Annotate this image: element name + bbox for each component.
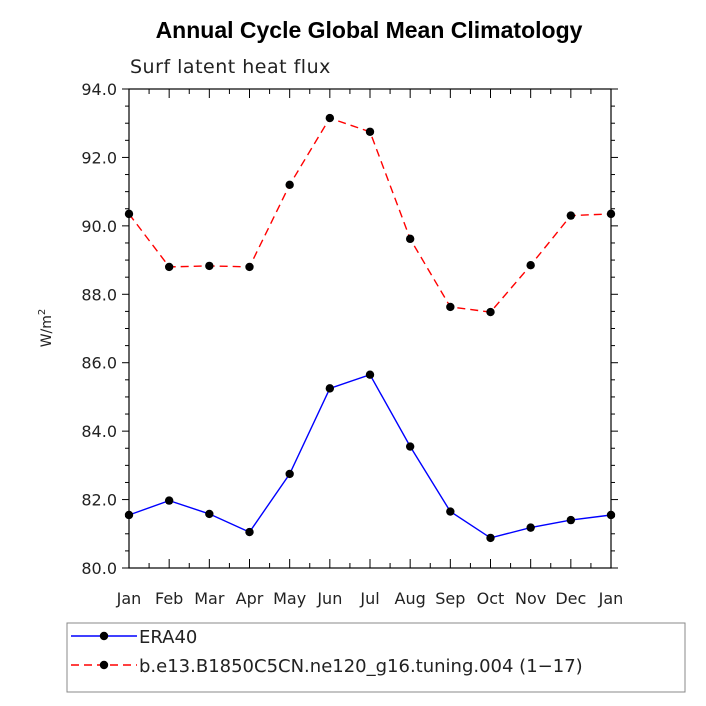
tick-labels: Jan Feb Mar Apr May Jun Jul Aug Sep Oct Nov Dec Jan 8…: [81, 80, 623, 608]
x-tick-label: Mar: [194, 589, 225, 608]
series-point: [446, 507, 455, 516]
series-line: [128, 117, 612, 313]
series-line: [128, 373, 612, 539]
y-tick-label: 86.0: [81, 354, 117, 373]
series-point: [205, 261, 214, 271]
y-axis-label: W/m2: [37, 309, 55, 348]
axis-ticks: [122, 88, 618, 569]
series-point: [405, 442, 415, 451]
legend-marker: [99, 660, 109, 670]
series-point: [164, 262, 174, 272]
series-point: [405, 234, 415, 244]
x-tick-label: Dec: [555, 589, 586, 608]
legend-marker: [99, 631, 109, 641]
y-tick-label: 80.0: [81, 559, 117, 578]
y-tick-label: 84.0: [81, 422, 117, 441]
legend: ERA40 b.e13.B1850C5CN.ne120_g16.tuning.00…: [71, 627, 583, 677]
series-point: [205, 509, 214, 519]
series-point: [486, 307, 495, 317]
plot-frame: [128, 88, 612, 569]
series-point: [285, 180, 294, 189]
y-tick-label: 90.0: [81, 217, 117, 236]
series-point: [365, 370, 375, 379]
x-tick-label: Nov: [515, 589, 546, 608]
series-point: [446, 302, 455, 312]
y-tick-label: 82.0: [81, 491, 117, 510]
x-tick-label: May: [273, 589, 306, 608]
series-point: [325, 384, 335, 393]
chart-subtitle: Surf latent heat flux: [130, 56, 331, 78]
y-axis-label-text: W/m: [39, 315, 55, 347]
series-point: [526, 523, 535, 532]
x-tick-label: Apr: [236, 589, 264, 608]
series-point: [566, 515, 576, 525]
legend-label: ERA40: [139, 627, 197, 648]
y-tick-label: 92.0: [81, 148, 117, 167]
series-point: [124, 209, 134, 219]
svg-text:W/m2: W/m2: [37, 309, 55, 348]
x-tick-label: Oct: [477, 589, 505, 608]
series-point: [285, 469, 294, 479]
series-point: [245, 527, 254, 537]
series-point: [606, 510, 616, 520]
series-point: [124, 510, 134, 520]
legend-box: [66, 622, 686, 693]
x-tick-label: Aug: [395, 589, 426, 608]
x-tick-label: Sep: [435, 589, 465, 608]
legend-label: b.e13.B1850C5CN.ne120_g16.tuning.004 (1−…: [139, 656, 583, 677]
y-tick-label: 88.0: [81, 285, 117, 304]
x-tick-label: Jan: [116, 589, 142, 608]
series-point: [365, 127, 375, 136]
y-axis-label-superscript: 2: [37, 309, 48, 315]
series-points: [124, 113, 616, 543]
series-point: [245, 262, 254, 272]
series-point: [526, 261, 535, 270]
series-point: [164, 496, 174, 505]
series-lines: [128, 117, 612, 539]
y-tick-label: 94.0: [81, 80, 117, 99]
x-tick-label: Jun: [316, 589, 342, 608]
x-tick-label: Jul: [359, 589, 379, 608]
x-tick-label: Feb: [155, 589, 183, 608]
series-point: [325, 113, 335, 123]
x-tick-label: Jan: [598, 589, 624, 608]
series-point: [566, 211, 576, 220]
series-point: [486, 533, 495, 543]
series-point: [606, 209, 616, 219]
chart-title: Annual Cycle Global Mean Climatology: [156, 17, 583, 43]
